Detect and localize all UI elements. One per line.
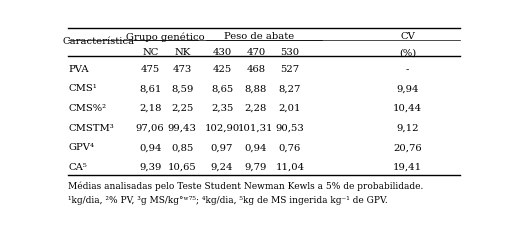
- Text: CA⁵: CA⁵: [68, 162, 87, 171]
- Text: 0,76: 0,76: [279, 143, 301, 152]
- Text: GPV⁴: GPV⁴: [68, 143, 94, 152]
- Text: -: -: [406, 65, 409, 73]
- Text: CMS%²: CMS%²: [68, 104, 107, 113]
- Text: ¹kg/dia, ²% PV, ³g MS/kg°ʷ⁷⁵; ⁴kg/dia, ⁵kg de MS ingerida kg⁻¹ de GPV.: ¹kg/dia, ²% PV, ³g MS/kg°ʷ⁷⁵; ⁴kg/dia, ⁵…: [68, 196, 388, 205]
- Text: Característica: Característica: [62, 37, 134, 46]
- Text: 0,94: 0,94: [139, 143, 161, 152]
- Text: 8,88: 8,88: [245, 84, 267, 93]
- Text: 475: 475: [141, 65, 160, 73]
- Text: 11,04: 11,04: [276, 162, 304, 171]
- Text: 473: 473: [173, 65, 192, 73]
- Text: 2,35: 2,35: [211, 104, 233, 113]
- Text: 530: 530: [280, 48, 299, 57]
- Text: Médias analisadas pelo Teste Student Newman Kewls a 5% de probabilidade.: Médias analisadas pelo Teste Student New…: [68, 181, 424, 190]
- Text: CMS¹: CMS¹: [68, 84, 97, 93]
- Text: 9,39: 9,39: [139, 162, 161, 171]
- Text: 2,28: 2,28: [245, 104, 267, 113]
- Text: 9,12: 9,12: [397, 123, 419, 132]
- Text: 8,65: 8,65: [211, 84, 233, 93]
- Text: 10,65: 10,65: [168, 162, 197, 171]
- Text: 527: 527: [280, 65, 299, 73]
- Text: 9,79: 9,79: [245, 162, 267, 171]
- Text: 0,97: 0,97: [211, 143, 233, 152]
- Text: 20,76: 20,76: [393, 143, 422, 152]
- Text: 9,24: 9,24: [211, 162, 233, 171]
- Text: 99,43: 99,43: [168, 123, 197, 132]
- Text: 425: 425: [212, 65, 232, 73]
- Text: 101,31: 101,31: [238, 123, 273, 132]
- Text: 2,01: 2,01: [279, 104, 301, 113]
- Text: 8,59: 8,59: [171, 84, 193, 93]
- Text: 468: 468: [246, 65, 266, 73]
- Text: NC: NC: [142, 48, 159, 57]
- Text: NK: NK: [174, 48, 190, 57]
- Text: 10,44: 10,44: [393, 104, 422, 113]
- Text: (%): (%): [399, 48, 416, 57]
- Text: 2,18: 2,18: [139, 104, 161, 113]
- Text: 0,85: 0,85: [171, 143, 193, 152]
- Text: CMSTM³: CMSTM³: [68, 123, 114, 132]
- Text: Grupo genético: Grupo genético: [126, 32, 204, 42]
- Text: 430: 430: [212, 48, 232, 57]
- Text: 102,90: 102,90: [204, 123, 239, 132]
- Text: CV: CV: [400, 32, 415, 41]
- Text: 0,94: 0,94: [245, 143, 267, 152]
- Text: Peso de abate: Peso de abate: [224, 32, 294, 41]
- Text: PVA: PVA: [68, 65, 89, 73]
- Text: 8,61: 8,61: [139, 84, 161, 93]
- Text: 470: 470: [246, 48, 266, 57]
- Text: 2,25: 2,25: [171, 104, 193, 113]
- Text: 8,27: 8,27: [279, 84, 301, 93]
- Text: 97,06: 97,06: [136, 123, 164, 132]
- Text: 19,41: 19,41: [393, 162, 422, 171]
- Text: 9,94: 9,94: [397, 84, 419, 93]
- Text: 90,53: 90,53: [276, 123, 304, 132]
